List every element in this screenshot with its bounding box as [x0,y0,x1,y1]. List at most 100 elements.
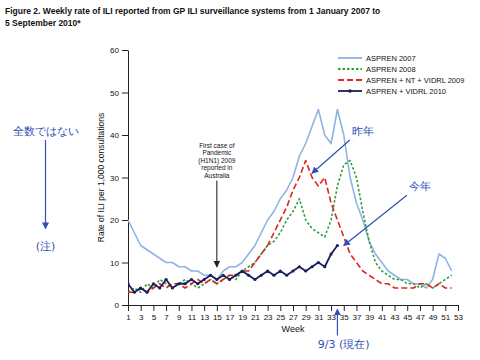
handwritten-note-text: (注) [36,240,56,253]
legend-swatch [338,68,362,70]
y-tick: 30 [110,174,128,183]
legend-label: ASPREN 2008 [366,65,416,74]
x-axis-title: Week [282,324,305,334]
x-tick-mark [191,305,192,311]
x-tick: 35 [340,305,349,322]
annotation-text: First case ofPandemic(H1N1) 2009reported… [198,142,236,179]
series-marker [158,286,161,289]
legend-swatch [338,57,362,59]
y-tick-label: 50 [110,89,119,98]
annotation-line: 9/3 (現在) [318,338,370,351]
legend-swatch [338,90,362,92]
handwritten-note-arrow [312,140,350,173]
y-tick-mark [122,263,128,264]
x-tick: 33 [327,305,336,322]
x-tick-label: 5 [152,313,157,322]
handwritten-note-text: 昨年 [352,125,374,138]
series-marker [298,265,301,268]
x-tick-mark [166,305,167,311]
x-tick: 29 [302,305,311,322]
x-tick: 41 [378,305,387,322]
x-tick-label: 19 [238,313,247,322]
x-tick-label: 43 [391,313,400,322]
y-tick-mark [122,50,128,51]
y-tick-label: 60 [110,46,119,55]
series-marker [317,261,320,264]
x-axis: 1357911131517192123252729313335373941434… [126,305,463,322]
y-tick-label: 30 [110,174,119,183]
x-tick: 51 [441,305,450,322]
series-marker [184,282,187,285]
handwritten-note: 今年 [344,180,431,245]
series-marker [253,278,256,281]
x-tick-label: 31 [314,313,323,322]
series-marker [139,286,142,289]
series-marker [203,278,206,281]
x-tick: 37 [353,305,362,322]
series-line [128,161,452,293]
x-tick: 1 [126,305,131,322]
x-tick-label: 53 [454,313,463,322]
y-axis-title: Rate of ILI per 1,000 consultations [96,113,106,242]
x-tick-label: 3 [139,313,144,322]
series-marker [291,269,294,272]
x-tick-mark [433,305,434,311]
x-tick-label: 21 [251,313,260,322]
x-tick-mark [318,305,319,311]
series-marker [171,286,174,289]
y-tick-mark [122,305,128,306]
x-tick: 19 [238,305,247,322]
title-line: Figure 2. Weekly rate of ILI reported fr… [5,6,380,16]
annotation: First case ofPandemic(H1N1) 2009reported… [198,142,236,267]
x-tick-mark [407,305,408,311]
series-marker [336,244,339,247]
x-tick-mark [268,305,269,311]
x-tick-label: 51 [441,313,450,322]
series-marker [323,265,326,268]
legend-label: ASPREN 2007 [366,54,416,63]
series-marker [247,274,250,277]
annotation-line: 今年 [409,180,431,193]
x-tick: 15 [213,305,222,322]
x-tick: 45 [403,305,412,322]
series-line [128,161,452,293]
x-tick-label: 47 [416,313,425,322]
x-tick-mark [280,305,281,311]
series [128,244,339,294]
y-axis-line [128,51,129,306]
legend-item: ASPREN + NT + VIDRL 2009 [338,76,464,85]
handwritten-note-arrow [337,309,338,335]
handwritten-note-text: 9/3 (現在) [318,338,370,351]
series-line [128,246,337,293]
series-marker [241,269,244,272]
y-tick-label: 10 [110,259,119,268]
x-tick-label: 29 [302,313,311,322]
x-tick: 7 [164,305,169,322]
series-marker [190,278,193,281]
legend-item: ASPREN 2007 [338,54,416,63]
y-tick: 60 [110,46,128,55]
y-tick: 0 [115,301,128,310]
legend-item: ASPREN + VIDRL 2010 [338,87,446,96]
handwritten-note: 昨年 [312,125,374,173]
x-tick-mark [306,305,307,311]
series-marker [228,278,231,281]
x-tick: 39 [365,305,374,322]
legend-marker [348,89,352,93]
x-tick-mark [369,305,370,311]
series [128,161,452,293]
series-marker [234,274,237,277]
series-marker [209,274,212,277]
handwritten-note-text: 全数ではない [13,125,79,138]
series-marker [260,274,263,277]
y-tick-mark [122,220,128,221]
x-tick-mark [445,305,446,311]
series-marker [310,265,313,268]
x-tick: 5 [152,305,157,322]
handwritten-note: (注) [36,240,56,253]
series-marker [304,269,307,272]
x-tick-mark [331,305,332,311]
x-tick-mark [293,305,294,311]
x-tick-mark [230,305,231,311]
x-tick: 11 [188,305,197,322]
